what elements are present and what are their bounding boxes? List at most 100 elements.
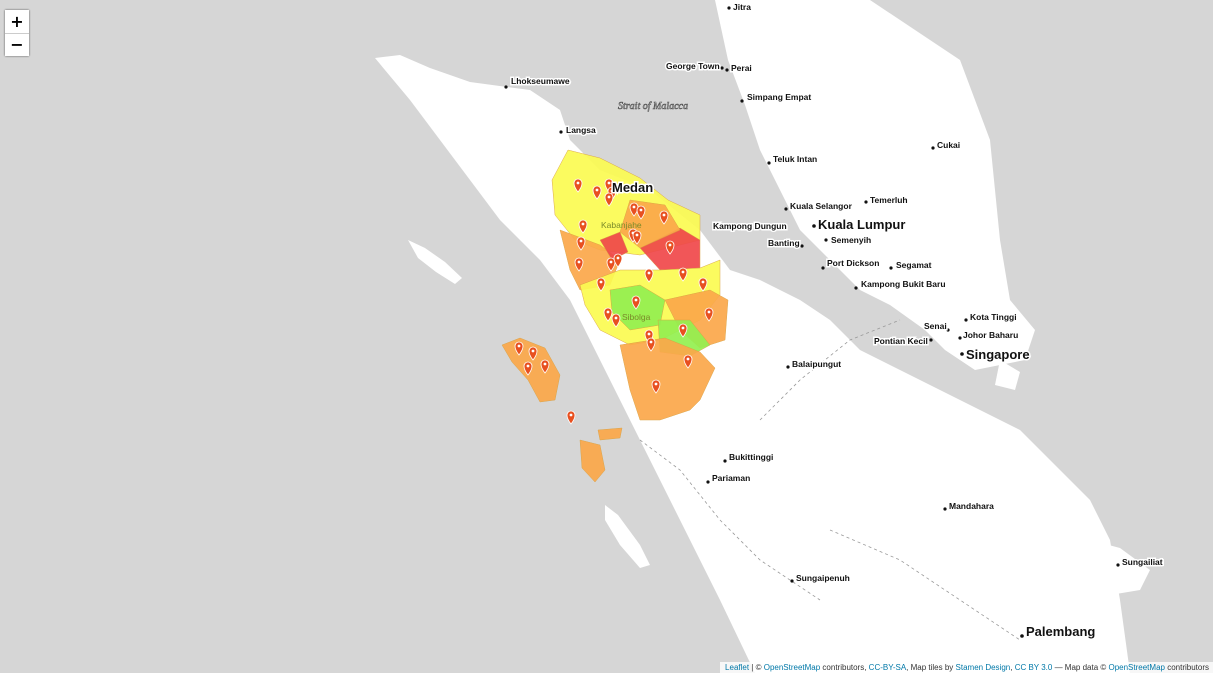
water-label-strait: Strait of Malacca (618, 101, 688, 112)
attribution-text: contributors (1164, 663, 1209, 672)
zoom-in-button[interactable]: + (5, 10, 29, 33)
svg-text:Perai: Perai (731, 63, 752, 73)
svg-text:Kuala Selangor: Kuala Selangor (790, 201, 853, 211)
svg-text:Sibolga: Sibolga (622, 312, 651, 322)
location-marker-icon[interactable] (514, 341, 524, 356)
osm-link-2[interactable]: OpenStreetMap (1108, 663, 1165, 672)
location-marker-icon[interactable] (603, 307, 613, 322)
region-high[interactable] (599, 231, 629, 261)
location-marker-icon[interactable] (704, 307, 714, 322)
location-marker-icon[interactable] (629, 202, 639, 217)
location-marker-icon[interactable] (678, 267, 688, 282)
svg-text:Jitra: Jitra (733, 2, 751, 12)
location-marker-icon[interactable] (611, 313, 621, 328)
svg-text:Kuala Lumpur: Kuala Lumpur (818, 217, 905, 232)
location-marker-icon[interactable] (592, 185, 602, 200)
place-port-dickson: Port Dickson (821, 257, 881, 270)
svg-text:Banting: Banting (768, 238, 800, 248)
svg-text:Bukittinggi: Bukittinggi (729, 452, 773, 462)
place-jitra: Jitra (727, 1, 753, 14)
svg-text:Senai: Senai (924, 321, 947, 331)
location-marker-icon[interactable] (523, 361, 533, 376)
place-kampong-dungun: Kampong Dungun (712, 220, 789, 233)
place-cukai: Cukai (931, 139, 962, 152)
location-marker-icon[interactable] (573, 178, 583, 193)
place-kota-tinggi: Kota Tinggi (964, 311, 1018, 324)
svg-text:Lhokseumawe: Lhokseumawe (511, 76, 570, 86)
land-sumatra (375, 55, 1130, 673)
zoom-control: + − (4, 9, 30, 57)
place-palembang: Palembang (1020, 623, 1097, 641)
location-marker-icon[interactable] (613, 253, 623, 268)
stamen-link[interactable]: Stamen Design (955, 663, 1011, 672)
place-semenyih: Semenyih (824, 234, 873, 247)
location-marker-icon[interactable] (683, 354, 693, 369)
svg-text:Kota Tinggi: Kota Tinggi (970, 312, 1017, 322)
location-marker-icon[interactable] (659, 210, 669, 225)
svg-text:Kampong Bukit Baru: Kampong Bukit Baru (861, 279, 946, 289)
place-kampong-bukit-baru: Kampong Bukit Baru (854, 278, 947, 291)
place-sungaipenuh: Sungaipenuh (790, 572, 851, 585)
location-marker-icon[interactable] (576, 236, 586, 251)
place-lhokseumawe: Lhokseumawe (504, 75, 571, 89)
zoom-out-button[interactable]: − (5, 33, 29, 56)
island-singapore-area (995, 360, 1020, 390)
svg-text:George Town: George Town (666, 61, 720, 71)
location-marker-icon[interactable] (578, 219, 588, 234)
region-medium[interactable] (597, 427, 623, 441)
attribution-text: , Map tiles by (906, 663, 956, 672)
place-kuala-selangor: Kuala Selangor (784, 200, 854, 213)
place-medan: Medan (611, 179, 655, 197)
location-marker-icon[interactable] (540, 359, 550, 374)
svg-text:Segamat: Segamat (896, 260, 932, 270)
place-segamat: Segamat (889, 259, 933, 272)
location-marker-icon[interactable] (698, 277, 708, 292)
location-marker-icon[interactable] (604, 192, 614, 207)
map-attribution: Leaflet | © OpenStreetMap contributors , … (720, 662, 1213, 673)
location-marker-icon[interactable] (606, 257, 616, 272)
svg-text:Balaipungut: Balaipungut (792, 359, 841, 369)
place-simpang-empat: Simpang Empat (740, 91, 813, 104)
marker-layer (514, 178, 714, 425)
svg-text:Simpang Empat: Simpang Empat (747, 92, 811, 102)
cc-by-link[interactable]: CC BY 3.0 (1014, 663, 1053, 672)
region-medium[interactable] (579, 439, 606, 483)
location-marker-icon[interactable] (528, 346, 538, 361)
location-marker-icon[interactable] (636, 205, 646, 220)
cc-by-sa-link[interactable]: CC-BY-SA (868, 663, 907, 672)
location-marker-icon[interactable] (596, 277, 606, 292)
osm-link[interactable]: OpenStreetMap (763, 663, 821, 672)
place-pontian-kecil: Pontian Kecil (873, 335, 933, 348)
place-teluk-intan: Teluk Intan (767, 153, 819, 166)
svg-text:Langsa: Langsa (566, 125, 596, 135)
svg-text:Kabanjahe: Kabanjahe (601, 220, 642, 230)
place-kabanjahe: Kabanjahe (601, 220, 642, 230)
location-marker-icon[interactable] (631, 295, 641, 310)
place-banting: Banting (767, 237, 804, 250)
place-mandahara: Mandahara (943, 500, 996, 513)
svg-text:Semenyih: Semenyih (831, 235, 871, 245)
land-malay-peninsula (715, 0, 1035, 370)
location-marker-icon[interactable] (566, 410, 576, 425)
location-marker-icon[interactable] (678, 323, 688, 338)
place-sibolga: Sibolga (622, 312, 651, 322)
location-marker-icon[interactable] (644, 268, 654, 283)
place-singapore: Singapore (960, 346, 1031, 364)
svg-text:Sungailiat: Sungailiat (1122, 557, 1163, 567)
svg-text:Kampong Dungun: Kampong Dungun (713, 221, 787, 231)
svg-text:Medan: Medan (612, 180, 653, 195)
leaflet-link[interactable]: Leaflet (725, 663, 750, 672)
location-marker-icon[interactable] (646, 337, 656, 352)
location-marker-icon[interactable] (632, 230, 642, 245)
location-marker-icon[interactable] (665, 240, 675, 255)
svg-text:Sungaipenuh: Sungaipenuh (796, 573, 850, 583)
svg-text:Pontian Kecil: Pontian Kecil (874, 336, 928, 346)
location-marker-icon[interactable] (574, 257, 584, 272)
place-labels: Jitra George Town Perai Lhokseumawe Simp… (504, 1, 1164, 641)
location-marker-icon[interactable] (651, 379, 661, 394)
place-sungailiat: Sungailiat (1116, 556, 1164, 569)
svg-text:Palembang: Palembang (1026, 624, 1095, 639)
place-johor-baharu: Johor Baharu (958, 329, 1020, 342)
